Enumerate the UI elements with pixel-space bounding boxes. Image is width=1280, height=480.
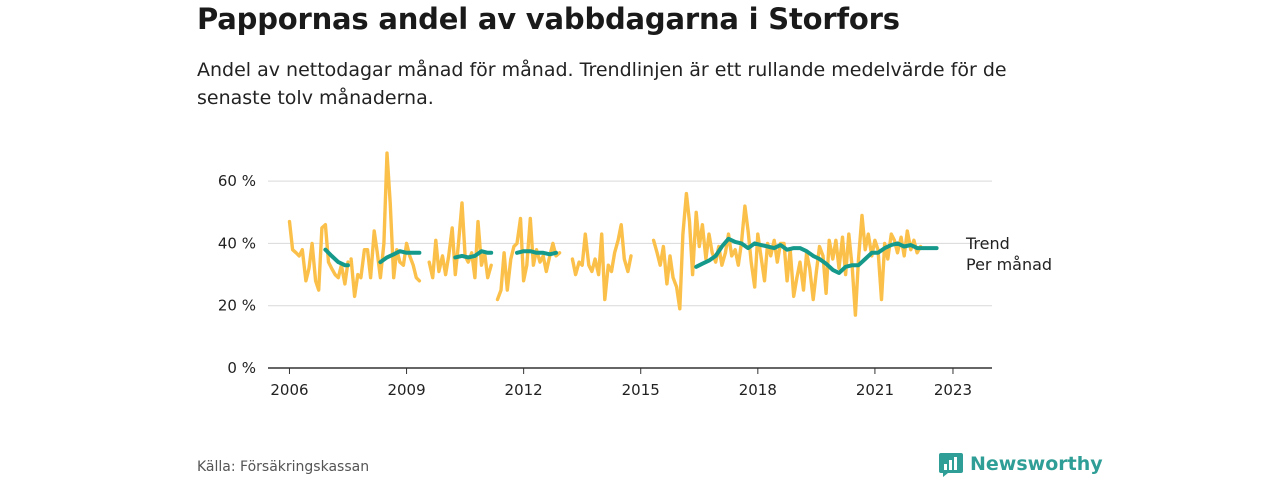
series-line-trend xyxy=(378,249,422,265)
y-tick-label: 60 % xyxy=(218,172,256,190)
x-tick-label: 2009 xyxy=(387,381,425,399)
y-tick-label: 20 % xyxy=(218,297,256,315)
brand-logo: Newsworthy xyxy=(938,451,1103,477)
series-line-trend xyxy=(453,249,494,260)
y-axis: 0 % 20 % 40 % 60 % xyxy=(218,172,256,377)
series-line-per-manad xyxy=(427,201,493,280)
chart-title: Pappornas andel av vabbdagarna i Storfor… xyxy=(197,2,900,36)
x-axis: 2006 2009 2012 2015 2018 2021 2023 xyxy=(268,367,992,399)
legend-label-per-manad: Per månad xyxy=(966,255,1052,274)
x-tick-label: 2006 xyxy=(270,381,308,399)
brand-name: Newsworthy xyxy=(970,453,1103,475)
chart-subtitle: Andel av nettodagar månad för månad. Tre… xyxy=(197,59,1007,109)
x-tick-label: 2012 xyxy=(505,381,543,399)
x-tick-label: 2015 xyxy=(622,381,660,399)
series-line-per-manad xyxy=(349,151,422,299)
line-chart: 0 % 20 % 40 % 60 % 2006 2009 2012 2015 2018 2021… xyxy=(218,151,1052,399)
y-tick-label: 0 % xyxy=(227,359,256,377)
series-line-trend xyxy=(323,247,350,268)
source-note: Källa: Försäkringskassan xyxy=(197,459,370,475)
series-line-per-manad xyxy=(651,191,923,317)
legend-label-trend: Trend xyxy=(965,234,1010,253)
x-tick-label: 2021 xyxy=(856,381,894,399)
series-line-per-manad xyxy=(495,216,562,302)
bar-chart-icon xyxy=(939,453,963,477)
y-tick-label: 40 % xyxy=(218,234,256,252)
x-tick-label: 2023 xyxy=(934,381,972,399)
series-line-per-manad xyxy=(287,219,350,292)
series-line-trend xyxy=(515,249,558,257)
legend: Trend Per månad xyxy=(965,234,1052,274)
series-lines xyxy=(287,151,939,317)
series-line-per-manad xyxy=(570,223,633,302)
x-tick-label: 2018 xyxy=(739,381,777,399)
series-line-trend xyxy=(694,236,939,275)
